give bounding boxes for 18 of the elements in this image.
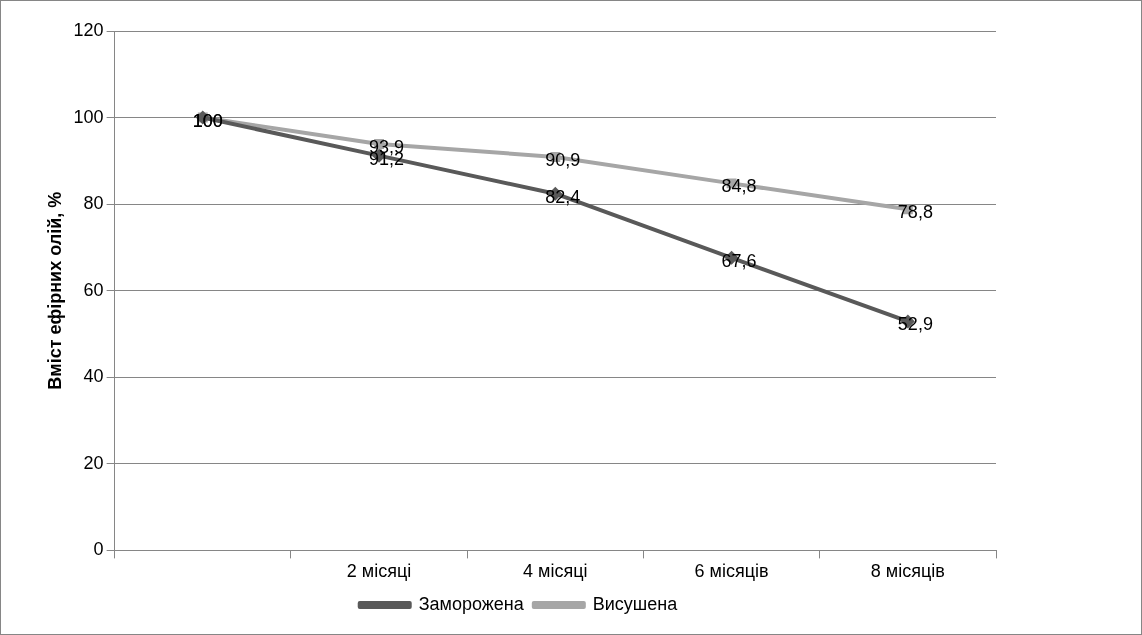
y-tick-label: 40 bbox=[83, 366, 104, 387]
y-tick-label: 20 bbox=[83, 452, 104, 473]
y-tick-label: 0 bbox=[93, 539, 104, 560]
y-tick-label: 120 bbox=[73, 19, 104, 40]
legend-label: Висушена bbox=[592, 593, 679, 614]
y-tick-label: 60 bbox=[83, 279, 104, 300]
x-tick-label: 8 місяців bbox=[870, 561, 945, 582]
y-tick-label: 80 bbox=[83, 193, 104, 214]
data-label: 78,8 bbox=[897, 202, 933, 223]
data-label: 52,9 bbox=[897, 314, 933, 335]
legend-label: Заморожена bbox=[418, 593, 525, 614]
x-tick-label: 6 місяців bbox=[694, 561, 769, 582]
y-axis-title: Вміст ефірних олій, % bbox=[44, 191, 65, 390]
y-tick-label: 100 bbox=[73, 106, 104, 127]
x-tick-label: 2 місяці bbox=[346, 561, 412, 582]
data-label: 84,8 bbox=[721, 176, 757, 197]
x-tick-label: 4 місяці bbox=[523, 561, 588, 582]
data-label: 90,9 bbox=[545, 149, 581, 170]
